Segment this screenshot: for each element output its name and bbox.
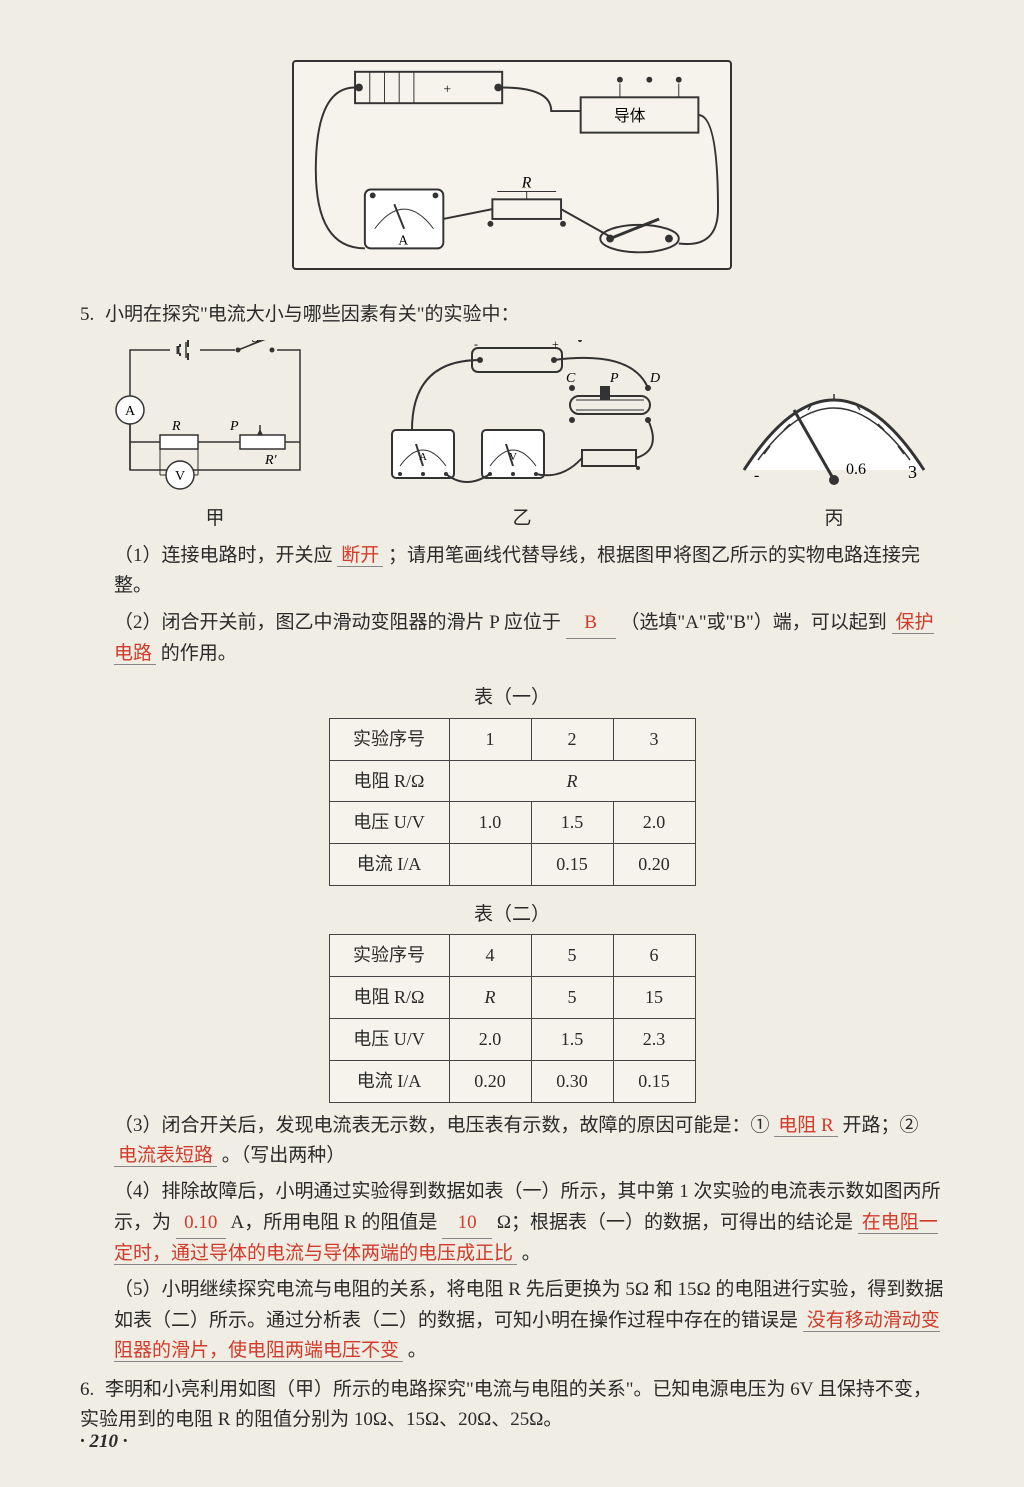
q5-number: 5. bbox=[80, 304, 94, 325]
table2: 实验序号 4 5 6 电阻 R/Ω R 5 15 电压 U/V 2.0 1.5 … bbox=[329, 934, 696, 1102]
q6-text: 李明和小亮利用如图（甲）所示的电路探究"电流与电阻的关系"。已知电源电压为 6V… bbox=[80, 1379, 932, 1430]
circuit-diagram-top: + 导体 A R bbox=[292, 60, 732, 270]
answer-5-4b: 10 bbox=[442, 1208, 492, 1239]
table1: 实验序号 1 2 3 电阻 R/Ω R 电压 U/V 1.0 1.5 2.0 电… bbox=[329, 718, 696, 886]
q5-text: 小明在探究"电流大小与哪些因素有关"的实验中： bbox=[105, 304, 520, 325]
figure-bing: - 0.6 3 丙 bbox=[724, 350, 944, 534]
svg-text:P: P bbox=[229, 419, 239, 434]
q5-part4: （4）排除故障后，小明通过实验得到数据如表（一）所示，其中第 1 次实验的电流表… bbox=[114, 1177, 944, 1269]
q5-figures: S A R P R' V bbox=[110, 340, 944, 534]
answer-5-2a: B bbox=[566, 608, 616, 639]
table-row: 电压 U/V 2.0 1.5 2.3 bbox=[329, 1018, 695, 1060]
q5-part1: （1）连接电路时，开关应 断开 ；请用笔画线代替导线，根据图甲将图乙所示的实物电… bbox=[114, 541, 944, 602]
table-row: 实验序号 1 2 3 bbox=[329, 718, 695, 760]
answer-5-4a: 0.10 bbox=[176, 1208, 226, 1239]
svg-text:S: S bbox=[252, 340, 259, 346]
svg-text:-: - bbox=[474, 340, 478, 351]
table-row: 电流 I/A 0.15 0.20 bbox=[329, 844, 695, 886]
fig-label-yi: 乙 bbox=[372, 504, 672, 534]
svg-text:A: A bbox=[419, 451, 427, 463]
q5-part3: （3）闭合开关后，发现电流表无示数，电压表有示数，故障的原因可能是：① 电阻 R… bbox=[114, 1111, 944, 1172]
svg-text:A: A bbox=[398, 232, 408, 247]
svg-text:+: + bbox=[443, 81, 451, 96]
svg-text:3: 3 bbox=[908, 462, 917, 482]
table-row: 电流 I/A 0.20 0.30 0.15 bbox=[329, 1060, 695, 1102]
svg-text:P: P bbox=[609, 371, 619, 386]
conductor-label: 导体 bbox=[614, 107, 646, 125]
table-row: 实验序号 4 5 6 bbox=[329, 935, 695, 977]
answer-5-3b: 电流表短路 bbox=[114, 1145, 217, 1167]
fig-label-jia: 甲 bbox=[110, 504, 320, 534]
svg-text:A: A bbox=[125, 404, 136, 419]
answer-5-3a: 电阻 R bbox=[774, 1115, 837, 1137]
q5-part2: （2）闭合开关前，图乙中滑动变阻器的滑片 P 应位于 B （选填"A"或"B"）… bbox=[114, 608, 944, 670]
q6-number: 6. bbox=[80, 1379, 94, 1400]
table1-title: 表（一） bbox=[80, 683, 944, 713]
figure-jia: S A R P R' V bbox=[110, 340, 320, 534]
q5-part5: （5）小明继续探究电流与电阻的关系，将电阻 R 先后更换为 5Ω 和 15Ω 的… bbox=[114, 1275, 944, 1366]
table2-title: 表（二） bbox=[80, 900, 944, 930]
svg-text:R': R' bbox=[264, 453, 278, 468]
svg-text:V: V bbox=[175, 469, 185, 484]
svg-text:+: + bbox=[552, 340, 559, 351]
table-row: 电阻 R/Ω R 5 15 bbox=[329, 977, 695, 1019]
svg-text:V: V bbox=[509, 451, 517, 463]
q6-stem: 6. 李明和小亮利用如图（甲）所示的电路探究"电流与电阻的关系"。已知电源电压为… bbox=[80, 1375, 944, 1436]
svg-text:R: R bbox=[171, 419, 181, 434]
svg-text:D: D bbox=[649, 371, 660, 386]
svg-text:R: R bbox=[521, 175, 532, 192]
table-row: 电压 U/V 1.0 1.5 2.0 bbox=[329, 802, 695, 844]
svg-text:C: C bbox=[566, 371, 576, 386]
svg-text:-: - bbox=[754, 467, 759, 484]
fig-label-bing: 丙 bbox=[724, 504, 944, 534]
answer-5-1: 断开 bbox=[337, 545, 383, 567]
q5-stem: 5. 小明在探究"电流大小与哪些因素有关"的实验中： bbox=[80, 300, 944, 330]
page-number: · 210 · bbox=[80, 1427, 128, 1457]
figure-yi: - + A V C P D bbox=[372, 340, 672, 534]
table-row: 电阻 R/Ω R bbox=[329, 760, 695, 802]
svg-text:0.6: 0.6 bbox=[846, 461, 866, 478]
